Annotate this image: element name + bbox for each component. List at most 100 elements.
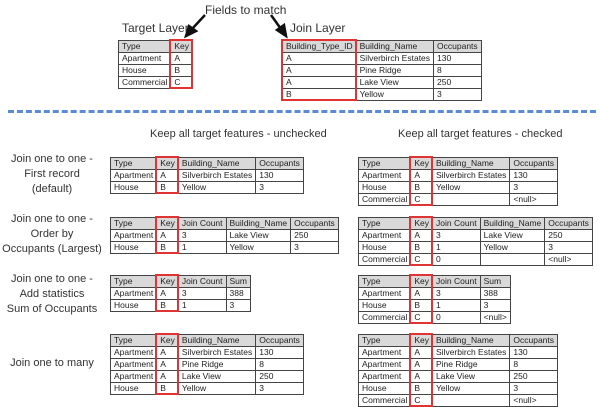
- label-line: (default): [31, 183, 73, 195]
- table-cell: Lake View: [479, 229, 546, 242]
- table-header-row: Type Key Building_Name Occupants: [357, 334, 559, 347]
- table-cell: Lake View: [177, 370, 257, 383]
- table-cell: 388: [479, 287, 511, 300]
- column-header: Join Count: [432, 217, 481, 230]
- table-cell: Yellow: [225, 241, 292, 254]
- table-cell: House: [109, 299, 158, 312]
- table-cell: Yellow: [177, 181, 257, 194]
- data-table: Type Key Join Count Sum Apartment A 3 388 House B…: [357, 275, 511, 324]
- table-cell: 250: [433, 76, 482, 89]
- table-cell: C: [410, 311, 433, 324]
- label-line: Join one to one -: [11, 273, 93, 285]
- data-table: Type Key Join Count Building_Name Occupants A…: [109, 217, 339, 254]
- data-table: Type Key Building_Name Occupants Apartment A S…: [357, 157, 559, 206]
- column-header: Join Count: [432, 275, 481, 288]
- label-line: Order by: [30, 228, 74, 240]
- result-table-unchecked: Type Key Building_Name Occupants Apartment A S…: [109, 156, 304, 194]
- table-cell: 250: [509, 370, 559, 383]
- table-row: Apartment A Silverbirch Estates 130: [357, 169, 559, 182]
- label-line: Occupants (Largest): [2, 243, 102, 255]
- result-table-checked: Type Key Join Count Sum Apartment A 3 388 House B…: [357, 274, 511, 324]
- column-header: Type: [117, 40, 172, 53]
- table-cell: Silverbirch Estates: [431, 169, 511, 182]
- data-table: Type Key Apartment A House B Commercial C: [117, 40, 193, 89]
- table-cell: Apartment: [109, 370, 158, 383]
- table-cell: Yellow: [431, 181, 511, 194]
- table-header-row: Type Key Building_Name Occupants: [109, 334, 304, 347]
- table-cell: A: [156, 346, 179, 359]
- table-cell: 3: [479, 299, 511, 312]
- join-option-label: Join one to one - Order by Occupants (Larg…: [2, 212, 102, 257]
- heading-checked: Keep all target features - checked: [398, 128, 563, 140]
- label-line: Join one to one -: [11, 213, 93, 225]
- table-cell: B: [156, 181, 179, 194]
- table-row: Apartment A Silverbirch Estates 130: [357, 346, 559, 359]
- table-cell: Commercial: [117, 76, 172, 89]
- table-row: Commercial C 0 <null>: [357, 311, 511, 324]
- column-header: Building_Name: [225, 217, 292, 230]
- table-cell: Apartment: [117, 52, 172, 65]
- table-cell: Lake View: [355, 76, 435, 89]
- table-cell: Apartment: [109, 169, 158, 182]
- table-row: Apartment A Lake View 250: [109, 370, 304, 383]
- table-cell: 8: [509, 358, 559, 371]
- table-cell: A: [156, 229, 179, 242]
- table-cell: C: [410, 193, 433, 206]
- table-row: Apartment A Pine Ridge 8: [357, 358, 559, 371]
- table-row: Commercial C <null>: [357, 394, 559, 407]
- table-cell: Yellow: [177, 382, 257, 395]
- table-cell: B: [156, 299, 179, 312]
- table-cell: Silverbirch Estates: [431, 346, 511, 359]
- table-cell: Yellow: [431, 382, 511, 395]
- table-header-row: Type Key Join Count Building_Name Occupants: [109, 217, 339, 230]
- table-cell: House: [117, 64, 172, 77]
- table-cell: <null>: [509, 193, 559, 206]
- label-line: Join one to many: [10, 357, 94, 369]
- arrow-to-key: [183, 14, 206, 39]
- table-cell: Apartment: [357, 370, 412, 383]
- table-cell: Commercial: [357, 193, 412, 206]
- table-header-row: Type Key Building_Name Occupants: [109, 157, 304, 170]
- data-table: Type Key Building_Name Occupants Apartment A S…: [109, 334, 304, 395]
- table-row: Commercial C <null>: [357, 193, 559, 206]
- column-header: Type: [109, 157, 158, 170]
- data-table: Type Key Building_Name Occupants Apartment A S…: [357, 334, 559, 407]
- table-cell: A: [410, 169, 433, 182]
- table-cell: Apartment: [109, 358, 158, 371]
- table-cell: 130: [433, 52, 482, 65]
- column-header: Key: [156, 275, 179, 288]
- table-cell: Apartment: [357, 287, 412, 300]
- label-line: Join one to one -: [11, 153, 93, 165]
- table-row: House B 1 Yellow 3: [109, 241, 339, 254]
- table-row: Apartment A Silverbirch Estates 130: [109, 169, 304, 182]
- result-table-unchecked: Type Key Building_Name Occupants Apartment A S…: [109, 333, 304, 395]
- column-header: Occupants: [509, 157, 559, 170]
- table-cell: Apartment: [109, 287, 158, 300]
- label-line: Add statistics: [19, 288, 85, 300]
- column-header: Key: [410, 275, 433, 288]
- table-cell: 1: [177, 241, 227, 254]
- table-cell: 3: [225, 299, 252, 312]
- table-cell: 130: [255, 169, 304, 182]
- table-cell: Pine Ridge: [431, 358, 511, 371]
- column-header: Building_Name: [431, 157, 511, 170]
- data-table: Type Key Join Count Building_Name Occupants A…: [357, 217, 593, 266]
- table-row: Apartment A 3 Lake View 250: [109, 229, 339, 242]
- column-header: Key: [410, 334, 433, 347]
- table-cell: Commercial: [357, 311, 412, 324]
- table-cell: Commercial: [357, 253, 412, 266]
- table-cell: B: [156, 241, 179, 254]
- join-layer-label: Join Layer: [290, 21, 346, 35]
- table-header-row: Type Key Join Count Sum: [357, 275, 511, 288]
- table-cell: <null>: [509, 394, 559, 407]
- table-header-row: Building_Type_ID Building_Name Occupants: [282, 40, 482, 53]
- column-header: Building_Name: [431, 334, 511, 347]
- table-row: House B 1 3: [357, 299, 511, 312]
- column-header: Sum: [225, 275, 252, 288]
- column-header: Key: [156, 334, 179, 347]
- table-cell: A: [156, 358, 179, 371]
- column-header: Type: [109, 334, 158, 347]
- table-cell: 250: [544, 229, 593, 242]
- column-header: Type: [357, 217, 412, 230]
- table-cell: B: [282, 88, 357, 101]
